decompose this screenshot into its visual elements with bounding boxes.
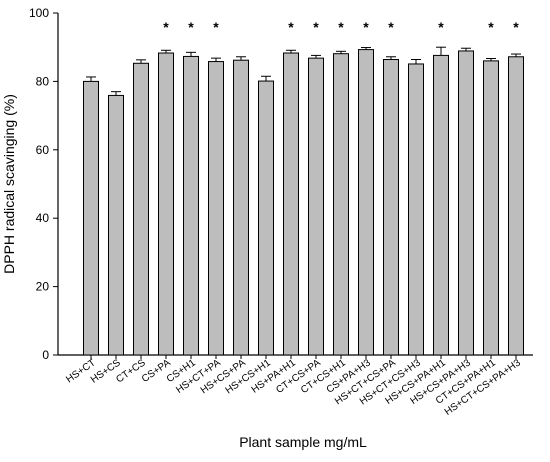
y-tick-label: 60	[36, 143, 50, 157]
bar	[308, 57, 324, 356]
significance-mark: *	[513, 19, 519, 35]
bar	[208, 61, 224, 356]
bar	[483, 60, 499, 356]
bar	[158, 52, 174, 356]
bar	[458, 50, 474, 356]
significance-mark: *	[338, 19, 344, 35]
y-tick-label: 0	[42, 348, 49, 362]
bar	[433, 54, 449, 356]
y-tick-label: 20	[36, 280, 50, 294]
significance-mark: *	[188, 19, 194, 35]
plot-area: 020406080100HS+CTHS+CSCT+CS*CS+PA*CS+H1*…	[29, 6, 533, 418]
bar	[283, 52, 299, 356]
significance-mark: *	[213, 19, 219, 35]
y-tick-label: 80	[36, 74, 50, 88]
significance-mark: *	[288, 19, 294, 35]
y-tick-label: 40	[36, 211, 50, 225]
bar	[358, 49, 374, 356]
significance-mark: *	[488, 19, 494, 35]
y-axis-label: DPPH radical scavinging (%)	[1, 94, 17, 274]
bar	[133, 62, 149, 356]
bar	[183, 55, 199, 356]
bar	[108, 94, 124, 356]
significance-mark: *	[438, 19, 444, 35]
bar	[258, 80, 274, 356]
significance-mark: *	[163, 19, 169, 35]
significance-mark: *	[388, 19, 394, 35]
significance-mark: *	[313, 19, 319, 35]
bar	[333, 53, 349, 356]
bar	[508, 56, 524, 356]
x-axis-label: Plant sample mg/mL	[239, 434, 367, 450]
y-tick-label: 100	[29, 6, 49, 20]
significance-mark: *	[363, 19, 369, 35]
bar	[408, 63, 424, 356]
bar	[233, 59, 249, 356]
bar	[383, 59, 399, 356]
bar	[83, 80, 99, 356]
